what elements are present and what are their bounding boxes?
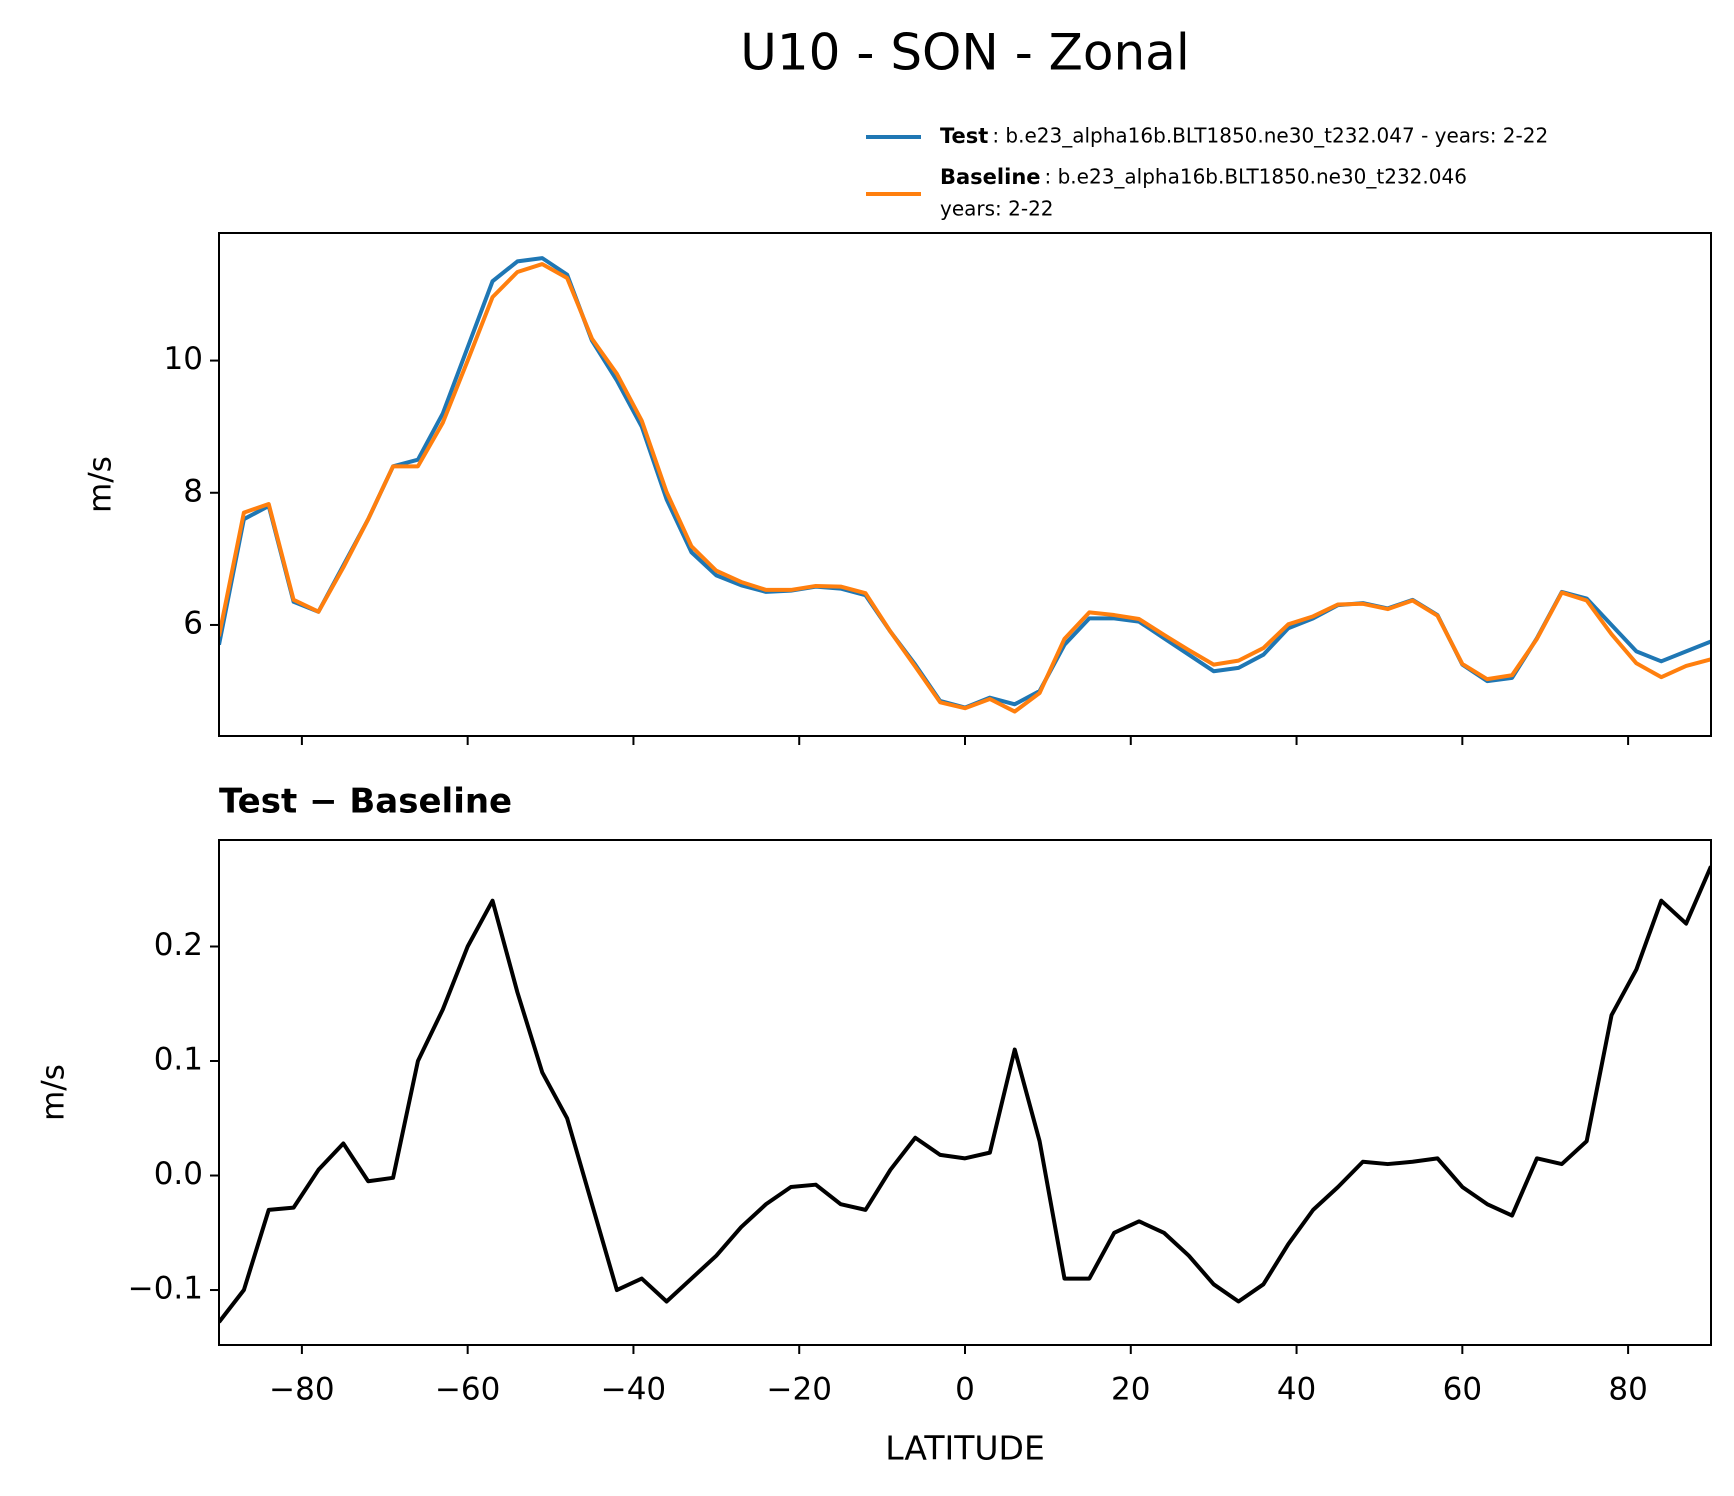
x-tick-label: 40 [1277, 1372, 1316, 1408]
y-tick-label: 0.0 [154, 1156, 203, 1192]
data-line [219, 262, 1711, 714]
legend-description: years: 2-22 [940, 197, 1054, 221]
legend-description: : b.e23_alpha16b.BLT1850.ne30_t232.047 -… [992, 124, 1548, 148]
x-tick-label: −80 [269, 1372, 334, 1408]
data-line [219, 865, 1711, 1324]
legend-label: Test [940, 124, 988, 148]
legend-label: Baseline [940, 165, 1041, 189]
y-tick-label: 10 [164, 341, 203, 377]
subplot-title: Test − Baseline [219, 782, 512, 822]
y-tick-label: −0.1 [128, 1271, 203, 1307]
legend-description: : b.e23_alpha16b.BLT1850.ne30_t232.046 [1045, 165, 1467, 189]
y-tick-label: 0.2 [154, 927, 203, 963]
x-tick-label: −60 [435, 1372, 500, 1408]
x-axis-label: LATITUDE [885, 1429, 1045, 1468]
y-axis-label: m/s [83, 456, 119, 513]
x-tick-label: −40 [601, 1372, 666, 1408]
y-axis-label: m/s [36, 1064, 72, 1121]
x-tick-label: 60 [1443, 1372, 1482, 1408]
x-tick-label: −20 [767, 1372, 832, 1408]
y-tick-label: 6 [183, 605, 203, 641]
x-tick-label: 80 [1608, 1372, 1647, 1408]
x-tick-label: 0 [955, 1372, 975, 1408]
x-tick-label: 20 [1111, 1372, 1150, 1408]
y-tick-label: 8 [183, 473, 203, 509]
figure-title: U10 - SON - Zonal [740, 24, 1189, 82]
y-tick-label: 0.1 [154, 1042, 203, 1078]
